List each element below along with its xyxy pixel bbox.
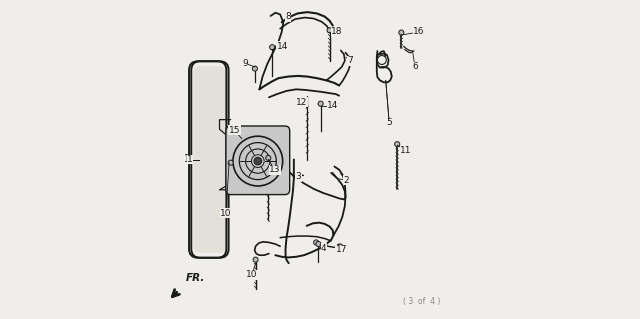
Text: 13: 13	[269, 165, 280, 174]
Circle shape	[269, 45, 275, 50]
Text: 18: 18	[331, 27, 342, 36]
Text: FR.: FR.	[186, 273, 205, 283]
Text: ( 3  of  4 ): ( 3 of 4 )	[403, 297, 440, 306]
FancyBboxPatch shape	[193, 66, 227, 253]
Text: 17: 17	[336, 245, 348, 254]
Circle shape	[297, 173, 302, 178]
Text: 12: 12	[296, 98, 307, 107]
Circle shape	[253, 257, 258, 262]
Circle shape	[395, 142, 400, 147]
Text: 8: 8	[285, 12, 291, 21]
Circle shape	[314, 240, 319, 245]
Text: 16: 16	[413, 27, 425, 36]
Circle shape	[318, 101, 323, 106]
Text: 14: 14	[327, 101, 339, 110]
Text: 4: 4	[321, 244, 326, 253]
Circle shape	[316, 241, 321, 247]
Text: 6: 6	[412, 63, 418, 71]
Circle shape	[399, 30, 404, 35]
Text: 7: 7	[348, 56, 353, 65]
Circle shape	[254, 157, 262, 165]
Text: 1: 1	[184, 154, 190, 165]
Circle shape	[252, 66, 257, 71]
Text: 14: 14	[276, 42, 288, 51]
Text: 15: 15	[228, 126, 240, 135]
Text: 10: 10	[246, 271, 258, 279]
Circle shape	[266, 155, 271, 160]
Circle shape	[228, 160, 233, 165]
Circle shape	[378, 56, 387, 64]
Text: 5: 5	[387, 118, 392, 127]
FancyBboxPatch shape	[226, 126, 290, 195]
Text: 2: 2	[343, 176, 349, 185]
Text: 1: 1	[187, 155, 193, 164]
Text: 10: 10	[220, 209, 232, 218]
Text: 11: 11	[401, 146, 412, 155]
Text: 3: 3	[296, 172, 301, 181]
Text: 9: 9	[242, 59, 248, 68]
Circle shape	[327, 28, 332, 33]
